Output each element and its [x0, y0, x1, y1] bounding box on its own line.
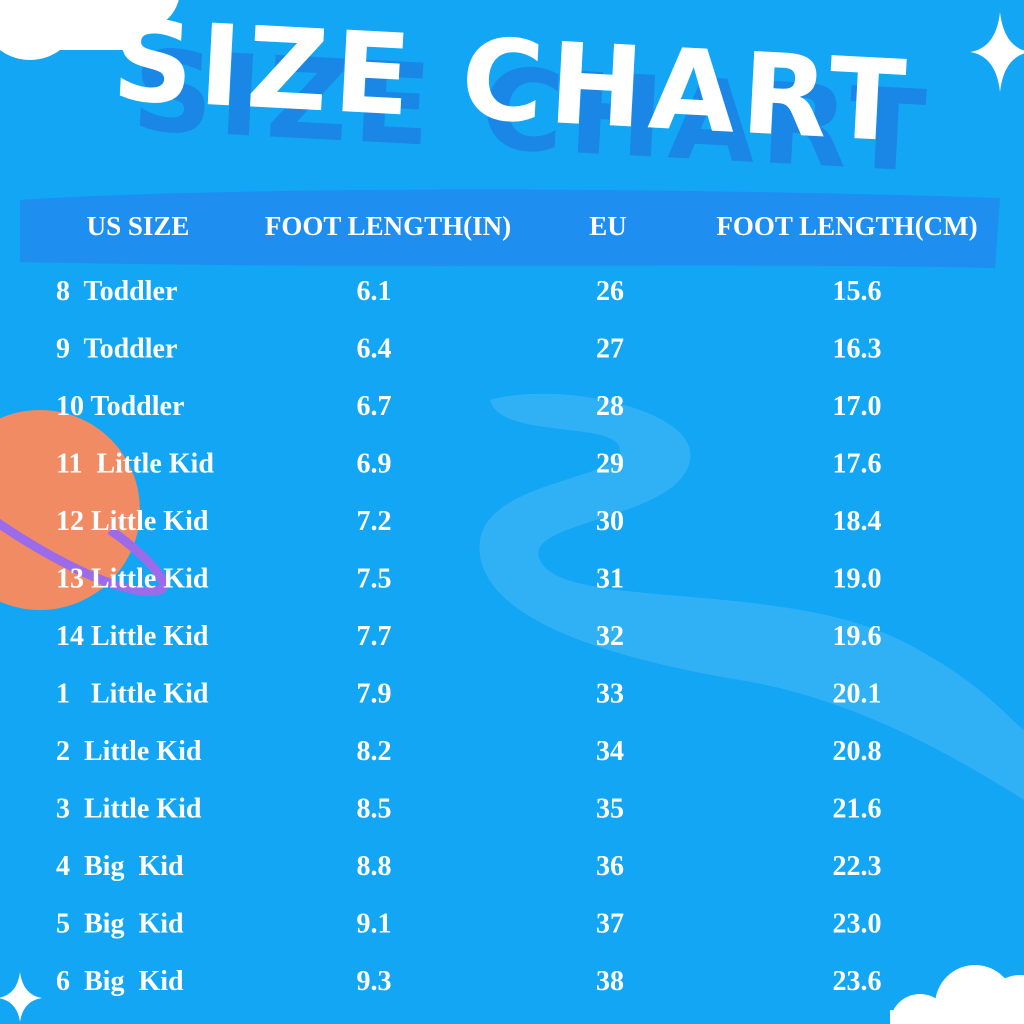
table-cell: 7.5 [357, 564, 392, 595]
table-cell: 6.4 [357, 334, 392, 365]
table-cell: 17.6 [833, 449, 882, 480]
star [0, 972, 42, 1022]
table-cell: 8 Toddler [56, 276, 177, 307]
table-cell: 23.0 [833, 909, 882, 940]
table-cell: 17.0 [833, 391, 882, 422]
table-cell: 4 Big Kid [56, 851, 184, 882]
table-cell: 36 [596, 851, 624, 882]
table-cell: 26 [596, 276, 624, 307]
table-cell: 3 Little Kid [56, 794, 202, 825]
table-cell: 20.1 [833, 679, 882, 710]
table-cell: 1 Little Kid [56, 679, 209, 710]
cloud-top-left [0, 0, 179, 60]
size-table: US SIZE FOOT LENGTH(IN) EU FOOT LENGTH(CM) 8… [56, 211, 978, 997]
table-cell: 7.7 [357, 621, 392, 652]
table-cell: 19.6 [833, 621, 882, 652]
table-cell: 11 Little Kid [56, 449, 214, 480]
table-cell: 31 [596, 564, 624, 595]
table-cell: 9.3 [357, 966, 392, 997]
column-header: US SIZE [87, 211, 190, 241]
table-cell: 5 Big Kid [56, 909, 184, 940]
table-cell: 8.8 [357, 851, 392, 882]
table-cell: 7.2 [357, 506, 392, 537]
table-cell: 8.2 [357, 736, 392, 767]
table-cell: 12 Little Kid [56, 506, 209, 537]
table-cell: 27 [596, 334, 624, 365]
table-cell: 30 [596, 506, 624, 537]
column-header: EU [589, 211, 627, 241]
table-cell: 18.4 [833, 506, 882, 537]
cloud-bottom-right [890, 965, 1024, 1024]
star [970, 12, 1024, 92]
table-cell: 20.8 [833, 736, 882, 767]
table-cell: 6.1 [357, 276, 392, 307]
table-cell: 8.5 [357, 794, 392, 825]
column-header: FOOT LENGTH(IN) [265, 211, 511, 241]
table-cell: 23.6 [833, 966, 882, 997]
table-cell: 19.0 [833, 564, 882, 595]
table-cell: 7.9 [357, 679, 392, 710]
table-cell: 6.9 [357, 449, 392, 480]
header-brush [20, 189, 1000, 268]
table-cell: 35 [596, 794, 624, 825]
wave-decoration [479, 393, 1024, 800]
table-cell: 6.7 [357, 391, 392, 422]
table-cell: 14 Little Kid [56, 621, 209, 652]
table-cell: 21.6 [833, 794, 882, 825]
table-cell: 9.1 [357, 909, 392, 940]
table-cell: 38 [596, 966, 624, 997]
table-cell: 10 Toddler [56, 391, 184, 422]
table-cell: 9 Toddler [56, 334, 177, 365]
table-cell: 2 Little Kid [56, 736, 202, 767]
table-cell: 13 Little Kid [56, 564, 209, 595]
table-cell: 15.6 [833, 276, 882, 307]
table-cell: 16.3 [833, 334, 882, 365]
table-cell: 33 [596, 679, 624, 710]
table-cell: 29 [596, 449, 624, 480]
table-cell: 37 [596, 909, 624, 940]
table-cell: 34 [596, 736, 624, 767]
planet [0, 410, 168, 610]
column-header: FOOT LENGTH(CM) [716, 211, 977, 241]
table-cell: 6 Big Kid [56, 966, 184, 997]
table-cell: 28 [596, 391, 624, 422]
table-cell: 32 [596, 621, 624, 652]
table-cell: 22.3 [833, 851, 882, 882]
